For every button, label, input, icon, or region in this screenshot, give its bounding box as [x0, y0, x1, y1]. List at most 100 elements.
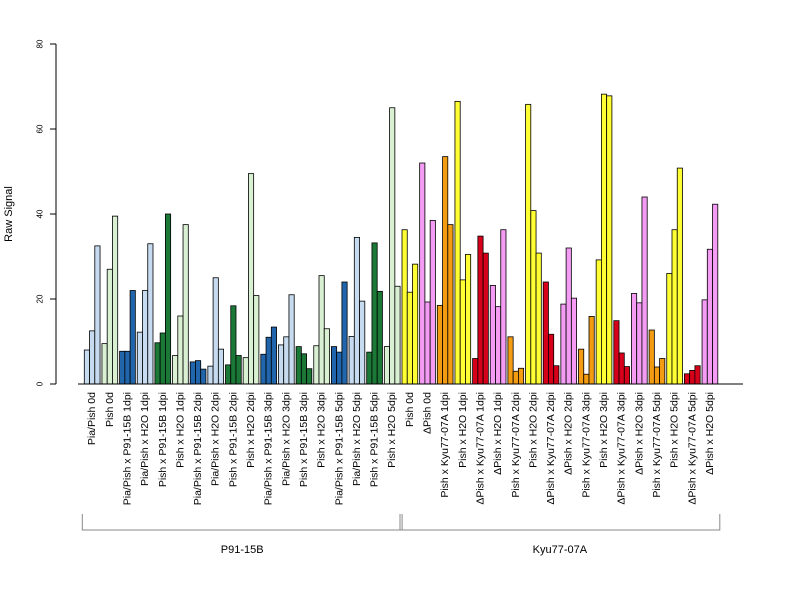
bar	[147, 243, 154, 385]
x-tick-label: Pia/Pish x H2O 1dpi	[139, 392, 151, 486]
bars	[83, 93, 719, 385]
bar	[341, 281, 348, 385]
bar	[613, 320, 620, 385]
bar	[648, 329, 655, 385]
bar	[106, 268, 113, 385]
bar	[447, 224, 454, 385]
bar	[542, 281, 549, 385]
bar	[636, 302, 643, 385]
x-tick-label: Pish x H2O 2dpi	[527, 392, 539, 468]
bar	[631, 293, 638, 385]
bar	[653, 366, 660, 385]
bar	[394, 285, 401, 385]
y-tick-label: 80	[36, 39, 45, 48]
bar	[119, 350, 126, 385]
bar	[641, 196, 648, 385]
bar	[136, 331, 143, 385]
x-tick-label: Pia/Pish x P91-15B 5dpi	[333, 392, 345, 505]
bar	[583, 373, 590, 385]
x-tick-label: Pia/Pish x H2O 2dpi	[210, 392, 222, 486]
bar	[429, 219, 436, 385]
x-tick-label: Pish x P91-15B 3dpi	[298, 392, 310, 487]
bar	[659, 358, 666, 385]
bar	[101, 343, 108, 385]
bar	[548, 333, 555, 385]
bar	[618, 352, 625, 385]
x-tick-label: Pish x H2O 3dpi	[598, 392, 610, 468]
x-tick-label: Pia/Pish 0d	[86, 392, 98, 445]
bar	[482, 252, 489, 385]
x-tick-label: Pish x Kyu77-07A 2dpi	[510, 392, 522, 498]
x-tick-label: ΔPish x H2O 5dpi	[704, 392, 716, 475]
bar	[323, 328, 330, 385]
bar	[283, 336, 290, 385]
bar	[242, 357, 249, 385]
bar	[300, 353, 308, 385]
bar	[376, 290, 383, 385]
bar	[330, 346, 338, 385]
bar	[253, 295, 260, 385]
x-tick-label: Pish x Kyu77-07A 3dpi	[580, 392, 592, 498]
bar	[560, 303, 567, 385]
x-tick-label: Pish x P91-15B 1dpi	[157, 392, 169, 487]
bar	[436, 304, 443, 385]
bar	[601, 93, 608, 385]
bar	[500, 229, 507, 385]
x-tick-label: Pish x H2O 1dpi	[174, 392, 186, 468]
bar	[606, 95, 613, 385]
bar	[306, 368, 313, 385]
bar	[472, 358, 479, 385]
bar	[684, 373, 691, 385]
bar	[412, 263, 419, 385]
x-tick-label: Pish x Kyu77-07A 5dpi	[651, 392, 663, 498]
bar	[225, 364, 232, 385]
bar	[553, 365, 560, 385]
bar	[507, 336, 514, 385]
bar	[383, 346, 391, 385]
x-tick-label: ΔPish x Kyu77-07A 5dpi	[686, 392, 698, 505]
group-bracket	[81, 514, 403, 531]
bar	[588, 316, 595, 385]
y-axis-label: Raw Signal	[3, 186, 15, 242]
bar	[278, 344, 285, 385]
bar	[371, 242, 378, 385]
x-tick-label: Pish x Kyu77-07A 1dpi	[439, 392, 451, 498]
bar	[495, 306, 502, 385]
bar	[535, 252, 542, 385]
y-axis: 0 20 40 60 80	[36, 39, 57, 386]
x-tick-label: Pia/Pish x H2O 3dpi	[280, 392, 292, 486]
bar	[318, 275, 325, 385]
bar	[177, 315, 184, 385]
bar	[230, 305, 237, 385]
bar	[442, 156, 449, 385]
bar	[124, 350, 131, 385]
bar	[288, 294, 295, 385]
bar	[200, 368, 207, 385]
bar	[689, 369, 696, 385]
bar	[595, 259, 602, 385]
x-tick-label: ΔPish x H2O 1dpi	[492, 392, 504, 475]
bar	[712, 203, 719, 385]
x-tick-label: ΔPish x H2O 3dpi	[633, 392, 645, 475]
x-tick-label: Pia/Pish x P91-15B 3dpi	[263, 392, 275, 505]
x-tick-label: Pish x P91-15B 2dpi	[227, 392, 239, 487]
bar	[623, 366, 630, 385]
y-tick-label: 40	[36, 209, 45, 218]
bar	[366, 351, 373, 385]
y-tick-label: 60	[36, 124, 45, 133]
bar	[578, 348, 585, 385]
bar	[676, 167, 683, 385]
bar	[154, 342, 161, 385]
bar	[270, 326, 277, 385]
bar	[489, 284, 496, 385]
x-tick-label: Pish x H2O 1dpi	[457, 392, 469, 468]
bar	[295, 346, 302, 385]
x-tick-label: Pia/Pish x H2O 5dpi	[351, 392, 363, 486]
bar	[217, 348, 225, 385]
bar	[247, 173, 255, 385]
x-tick-label: Pia/Pish x P91-15B 2dpi	[192, 392, 204, 505]
bar	[348, 335, 355, 385]
bar	[389, 107, 396, 385]
bar	[525, 103, 532, 385]
